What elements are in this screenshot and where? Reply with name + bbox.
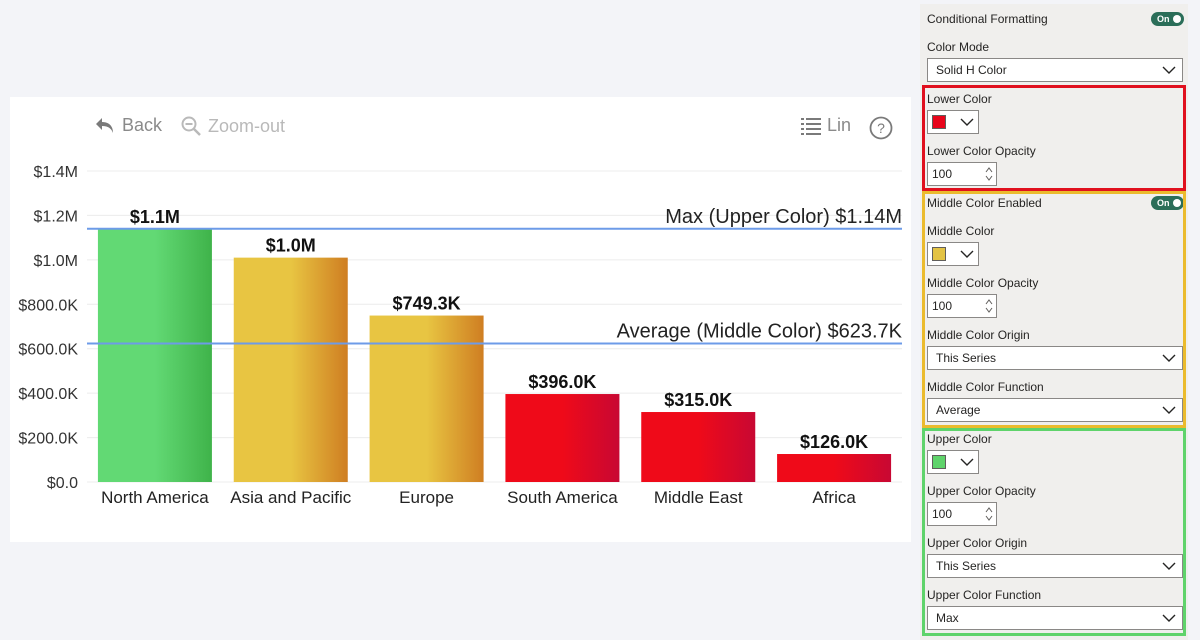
upper-color-label: Upper Color — [927, 432, 992, 446]
y-tick-label: $400.0K — [18, 386, 78, 403]
color-mode-dropdown[interactable]: Solid H Color — [927, 58, 1183, 82]
middle-enabled-toggle[interactable]: On — [1151, 196, 1184, 210]
y-tick-label: $0.0 — [47, 475, 78, 492]
middle-color-label: Middle Color — [927, 224, 995, 238]
x-tick-label: Middle East — [654, 488, 743, 507]
chevron-down-icon — [960, 250, 974, 258]
data-label: $315.0K — [664, 390, 732, 410]
bar — [777, 454, 892, 482]
toggle-knob — [1173, 15, 1181, 23]
scale-toggle-button[interactable]: Lin — [801, 115, 851, 136]
middle-enabled-label: Middle Color Enabled — [927, 196, 1042, 210]
middle-opacity-label: Middle Color Opacity — [927, 276, 1039, 290]
y-tick-label: $1.4M — [34, 164, 78, 181]
chart-card: Back Zoom-out Lin ? $0.0 $200.0K $400.0K $6… — [10, 97, 911, 542]
y-tick-label: $200.0K — [18, 431, 78, 448]
upper-opacity-label: Upper Color Opacity — [927, 484, 1036, 498]
zoom-out-icon — [181, 116, 201, 136]
middle-origin-value: This Series — [936, 351, 997, 365]
help-glyph: ? — [877, 120, 885, 136]
lower-color-picker[interactable] — [927, 110, 979, 134]
data-label: $396.0K — [528, 372, 596, 392]
upper-function-dropdown[interactable]: Max — [927, 606, 1183, 630]
chevron-down-icon — [1162, 562, 1176, 570]
lower-opacity-input[interactable]: 100 — [927, 162, 997, 186]
data-label: $1.0M — [266, 236, 316, 256]
scale-label: Lin — [827, 115, 852, 135]
middle-opacity-value: 100 — [932, 299, 953, 313]
chevron-down-icon — [960, 458, 974, 466]
upper-origin-label: Upper Color Origin — [927, 536, 1028, 550]
x-tick-label: Asia and Pacific — [230, 488, 351, 507]
upper-origin-value: This Series — [936, 559, 997, 573]
list-icon — [801, 117, 821, 135]
y-tick-label: $1.2M — [34, 208, 78, 225]
chevron-down-icon — [960, 118, 974, 126]
chevron-down-icon — [1162, 614, 1176, 622]
bar — [233, 257, 348, 482]
help-button[interactable]: ? — [869, 116, 893, 140]
data-label: $126.0K — [800, 432, 868, 452]
upper-color-picker[interactable] — [927, 450, 979, 474]
color-mode-value: Solid H Color — [936, 63, 1007, 77]
lower-opacity-label: Lower Color Opacity — [927, 144, 1036, 158]
middle-origin-label: Middle Color Origin — [927, 328, 1030, 342]
upper-color-swatch — [932, 455, 946, 469]
middle-function-value: Average — [936, 403, 981, 417]
bar — [505, 394, 620, 482]
zoom-out-button[interactable]: Zoom-out — [180, 115, 285, 137]
chevron-down-icon — [1162, 66, 1176, 74]
upper-function-label: Upper Color Function — [927, 588, 1042, 602]
spinner-arrows-icon[interactable] — [984, 165, 994, 183]
y-tick-label: $800.0K — [18, 297, 78, 314]
zoom-out-label: Zoom-out — [208, 115, 286, 136]
bar — [369, 315, 484, 482]
x-tick-label: Europe — [399, 488, 454, 507]
bar-chart: $0.0 $200.0K $400.0K $600.0K $800.0K $1.0M $1.… — [18, 164, 903, 507]
conditional-formatting-toggle[interactable]: On — [1151, 12, 1184, 26]
color-mode-label: Color Mode — [927, 40, 990, 54]
x-tick-label: South America — [507, 488, 618, 507]
y-tick-label: $600.0K — [18, 342, 78, 359]
conditional-formatting-label: Conditional Formatting — [927, 12, 1048, 26]
upper-opacity-value: 100 — [932, 507, 953, 521]
spinner-arrows-icon[interactable] — [984, 297, 994, 315]
help-icon: ? — [869, 116, 893, 140]
middle-color-swatch — [932, 247, 946, 261]
back-button[interactable]: Back — [94, 115, 162, 136]
spinner-arrows-icon[interactable] — [984, 505, 994, 523]
middle-origin-dropdown[interactable]: This Series — [927, 346, 1183, 370]
toggle-knob — [1173, 199, 1181, 207]
middle-function-dropdown[interactable]: Average — [927, 398, 1183, 422]
reference-line-label: Average (Middle Color) $623.7K — [617, 320, 903, 342]
lower-color-label: Lower Color — [927, 92, 992, 106]
data-label: $749.3K — [393, 294, 461, 314]
back-arrow-icon — [96, 117, 113, 133]
upper-opacity-input[interactable]: 100 — [927, 502, 997, 526]
middle-color-picker[interactable] — [927, 242, 979, 266]
lower-opacity-value: 100 — [932, 167, 953, 181]
upper-origin-dropdown[interactable]: This Series — [927, 554, 1183, 578]
bar — [641, 412, 756, 482]
format-pane: Conditional Formatting On Color Mode Sol… — [920, 4, 1188, 640]
chevron-down-icon — [1162, 354, 1176, 362]
bar — [97, 228, 212, 482]
lower-color-swatch — [932, 115, 946, 129]
x-tick-label: North America — [101, 488, 209, 507]
middle-enabled-toggle-text: On — [1157, 198, 1170, 208]
upper-function-value: Max — [936, 611, 959, 625]
x-tick-label: Africa — [812, 488, 856, 507]
chevron-down-icon — [1162, 406, 1176, 414]
y-tick-label: $1.0M — [34, 253, 78, 270]
conditional-formatting-toggle-text: On — [1157, 14, 1170, 24]
middle-opacity-input[interactable]: 100 — [927, 294, 997, 318]
middle-function-label: Middle Color Function — [927, 380, 1044, 394]
reference-line-label: Max (Upper Color) $1.14M — [665, 206, 902, 228]
back-label: Back — [122, 115, 163, 135]
data-label: $1.1M — [130, 207, 180, 227]
